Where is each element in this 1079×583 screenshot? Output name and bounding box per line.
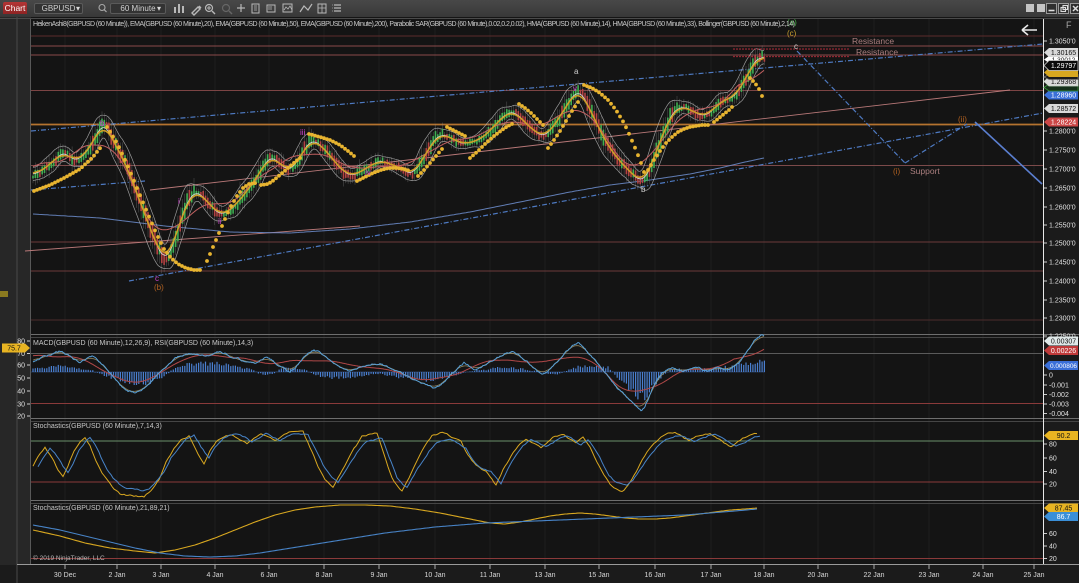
svg-text:v: v bbox=[573, 84, 577, 93]
svg-text:-0.001: -0.001 bbox=[1049, 383, 1069, 390]
svg-text:1.29368: 1.29368 bbox=[1051, 79, 1076, 86]
svg-text:70: 70 bbox=[17, 351, 25, 358]
svg-text:0.00307: 0.00307 bbox=[1051, 339, 1076, 346]
svg-text:2 Jan: 2 Jan bbox=[108, 572, 125, 579]
svg-text:30: 30 bbox=[17, 402, 25, 409]
svg-text:1.2800'0: 1.2800'0 bbox=[1049, 129, 1076, 136]
svg-text:90.2: 90.2 bbox=[1057, 433, 1071, 440]
svg-text:Resistance: Resistance bbox=[856, 47, 898, 57]
svg-text:80: 80 bbox=[1049, 442, 1057, 449]
svg-text:9 Jan: 9 Jan bbox=[370, 572, 387, 579]
svg-text:80: 80 bbox=[17, 339, 25, 346]
svg-text:Stochastics(GBPUSD (60 Minute): Stochastics(GBPUSD (60 Minute),21,89,21) bbox=[33, 505, 170, 512]
svg-text:(b): (b) bbox=[154, 283, 164, 292]
svg-text:(i): (i) bbox=[893, 167, 900, 176]
svg-text:20: 20 bbox=[1049, 482, 1057, 489]
svg-text:1.3050'0: 1.3050'0 bbox=[1049, 39, 1076, 46]
svg-text:ii: ii bbox=[218, 217, 222, 226]
svg-text:13 Jan: 13 Jan bbox=[534, 572, 555, 579]
svg-text:1.29797: 1.29797 bbox=[1051, 63, 1076, 70]
svg-text:1.30165: 1.30165 bbox=[1051, 50, 1076, 57]
svg-text:F: F bbox=[1066, 20, 1072, 30]
svg-text:(ii): (ii) bbox=[958, 115, 967, 124]
svg-text:23 Jan: 23 Jan bbox=[918, 572, 939, 579]
svg-text:(c): (c) bbox=[787, 29, 797, 38]
svg-text:6 Jan: 6 Jan bbox=[260, 572, 277, 579]
svg-text:1.2300'0: 1.2300'0 bbox=[1049, 316, 1076, 323]
svg-text:1.28224: 1.28224 bbox=[1051, 120, 1076, 127]
svg-text:Support: Support bbox=[910, 166, 940, 176]
svg-text:3 Jan: 3 Jan bbox=[152, 572, 169, 579]
svg-text:1.2650'0: 1.2650'0 bbox=[1049, 186, 1076, 193]
svg-text:4 Jan: 4 Jan bbox=[206, 572, 223, 579]
svg-text:-0.002: -0.002 bbox=[1049, 392, 1069, 399]
svg-text:© 2019 NinjaTrader, LLC: © 2019 NinjaTrader, LLC bbox=[33, 554, 105, 562]
svg-text:16 Jan: 16 Jan bbox=[644, 572, 665, 579]
svg-text:Stochastics(GBPUSD (60 Minute): Stochastics(GBPUSD (60 Minute),7,14,3) bbox=[33, 423, 162, 430]
svg-text:b: b bbox=[641, 185, 646, 194]
svg-text:HeikenAshi8(GBPUSD (60 Minute): HeikenAshi8(GBPUSD (60 Minute)), EMA(GBP… bbox=[33, 21, 795, 28]
svg-text:60: 60 bbox=[1049, 531, 1057, 538]
svg-text:1.28960: 1.28960 bbox=[1051, 93, 1076, 100]
svg-text:1.2750'0: 1.2750'0 bbox=[1049, 148, 1076, 155]
svg-text:1.2400'0: 1.2400'0 bbox=[1049, 279, 1076, 286]
svg-text:8 Jan: 8 Jan bbox=[315, 572, 332, 579]
svg-text:1.2450'0: 1.2450'0 bbox=[1049, 260, 1076, 267]
svg-text:40: 40 bbox=[17, 389, 25, 396]
svg-text:17 Jan: 17 Jan bbox=[700, 572, 721, 579]
svg-text:15 Jan: 15 Jan bbox=[588, 572, 609, 579]
svg-text:-0.003: -0.003 bbox=[1049, 402, 1069, 409]
svg-text:b: b bbox=[100, 119, 105, 128]
svg-text:22 Jan: 22 Jan bbox=[863, 572, 884, 579]
svg-text:40: 40 bbox=[1049, 469, 1057, 476]
svg-text:40: 40 bbox=[1049, 544, 1057, 551]
svg-text:25 Jan: 25 Jan bbox=[1023, 572, 1044, 579]
svg-text:iii: iii bbox=[300, 128, 306, 137]
svg-text:1.28572: 1.28572 bbox=[1051, 106, 1076, 113]
svg-text:(a): (a) bbox=[787, 18, 797, 27]
svg-text:86.7: 86.7 bbox=[1057, 514, 1071, 521]
svg-text:20 Jan: 20 Jan bbox=[807, 572, 828, 579]
svg-text:87.45: 87.45 bbox=[1055, 506, 1073, 513]
svg-text:50: 50 bbox=[17, 376, 25, 383]
svg-text:10 Jan: 10 Jan bbox=[424, 572, 445, 579]
svg-text:24 Jan: 24 Jan bbox=[972, 572, 993, 579]
svg-text:18 Jan: 18 Jan bbox=[753, 572, 774, 579]
svg-text:-0.004: -0.004 bbox=[1049, 411, 1069, 418]
svg-text:c: c bbox=[155, 274, 159, 283]
svg-text:30 Dec: 30 Dec bbox=[54, 572, 77, 579]
svg-text:20: 20 bbox=[1049, 556, 1057, 563]
svg-text:Resistance: Resistance bbox=[852, 36, 894, 46]
svg-text:75.7: 75.7 bbox=[7, 346, 21, 353]
svg-text:0: 0 bbox=[1049, 373, 1053, 380]
svg-text:1.2500'0: 1.2500'0 bbox=[1049, 241, 1076, 248]
svg-text:i: i bbox=[178, 197, 180, 206]
svg-text:1.2700'0: 1.2700'0 bbox=[1049, 167, 1076, 174]
svg-text:MACD(GBPUSD (60 Minute),12,26,: MACD(GBPUSD (60 Minute),12,26,9), RSI(GB… bbox=[33, 340, 253, 347]
svg-text:1.2600'0: 1.2600'0 bbox=[1049, 205, 1076, 212]
svg-text:60: 60 bbox=[17, 363, 25, 370]
svg-text:20: 20 bbox=[17, 414, 25, 421]
svg-text:0.00226: 0.00226 bbox=[1051, 348, 1076, 355]
svg-text:a: a bbox=[574, 67, 579, 76]
svg-text:c: c bbox=[794, 42, 798, 51]
svg-text:1.2350'0: 1.2350'0 bbox=[1049, 298, 1076, 305]
svg-text:11 Jan: 11 Jan bbox=[480, 572, 501, 579]
svg-text:60: 60 bbox=[1049, 456, 1057, 463]
svg-text:iv: iv bbox=[365, 168, 371, 177]
svg-text:0.000806: 0.000806 bbox=[1050, 363, 1077, 370]
svg-text:1.2550'0: 1.2550'0 bbox=[1049, 223, 1076, 230]
